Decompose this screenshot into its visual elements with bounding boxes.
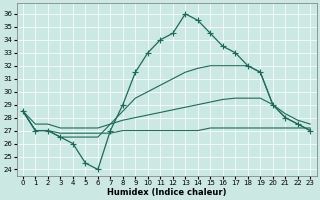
X-axis label: Humidex (Indice chaleur): Humidex (Indice chaleur) (107, 188, 226, 197)
